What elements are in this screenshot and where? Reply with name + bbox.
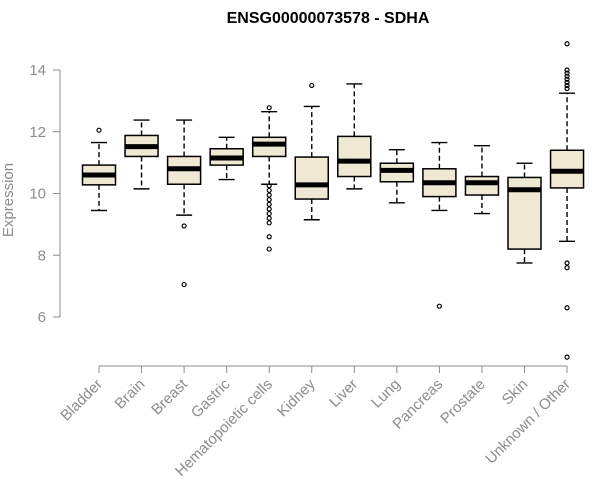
box-iqr bbox=[251, 136, 287, 158]
outlier-point bbox=[564, 260, 570, 266]
outlier-point bbox=[266, 192, 272, 198]
outlier-point bbox=[564, 73, 570, 79]
outlier-point bbox=[266, 210, 272, 217]
box-bladder bbox=[81, 127, 117, 212]
x-tick-label: Liver bbox=[326, 376, 361, 411]
outlier-point bbox=[564, 76, 570, 82]
y-tick-label: 10 bbox=[29, 186, 46, 203]
box-hematopoietic-cells bbox=[251, 105, 287, 252]
x-tick-label: Breast bbox=[148, 375, 191, 418]
boxes-group bbox=[81, 41, 585, 360]
box-skin bbox=[507, 162, 542, 264]
outlier-point bbox=[564, 82, 570, 89]
box-pancreas bbox=[422, 141, 457, 309]
outlier-point bbox=[266, 246, 272, 252]
outlier-point bbox=[266, 105, 272, 111]
outlier-point bbox=[266, 215, 272, 221]
outlier-point bbox=[181, 223, 187, 229]
outlier-point bbox=[436, 303, 442, 309]
x-tick-label: Bladder bbox=[57, 376, 106, 425]
outlier-point bbox=[266, 206, 272, 212]
box-unknown-other bbox=[549, 41, 585, 360]
box-prostate bbox=[464, 144, 500, 215]
outlier-point bbox=[96, 127, 102, 133]
box-gastric bbox=[209, 136, 244, 181]
outlier-point bbox=[266, 197, 272, 203]
outlier-point bbox=[266, 187, 272, 194]
x-tick-label: Lung bbox=[368, 376, 404, 412]
outlier-point bbox=[309, 82, 315, 89]
chart-title: ENSG00000073578 - SDHA bbox=[227, 10, 430, 27]
box-lung bbox=[379, 148, 415, 204]
outlier-point bbox=[266, 183, 272, 189]
box-iqr bbox=[464, 175, 500, 196]
box-breast bbox=[166, 119, 202, 288]
y-tick-label: 8 bbox=[38, 247, 46, 264]
outlier-point bbox=[564, 305, 570, 311]
y-axis-label: Expression bbox=[0, 163, 17, 237]
outlier-point bbox=[266, 234, 272, 240]
outlier-point bbox=[564, 354, 570, 360]
x-tick-label: Prostate bbox=[437, 376, 489, 428]
outlier-point bbox=[564, 70, 570, 76]
outlier-point bbox=[266, 201, 272, 207]
box-kidney bbox=[294, 82, 329, 221]
outlier-point bbox=[564, 265, 570, 271]
y-axis: 6 8 10 12 14 bbox=[29, 62, 61, 326]
box-iqr bbox=[337, 135, 372, 178]
box-brain bbox=[124, 119, 159, 190]
outlier-point bbox=[181, 281, 187, 288]
x-tick-label: Brain bbox=[112, 376, 149, 413]
outlier-point bbox=[564, 79, 570, 85]
box-liver bbox=[337, 83, 372, 190]
x-tick-label: Kidney bbox=[274, 375, 319, 420]
y-tick-label: 12 bbox=[29, 124, 46, 141]
outlier-point bbox=[564, 41, 570, 47]
outlier-point bbox=[564, 85, 570, 92]
outlier-point bbox=[564, 67, 570, 73]
outlier-point bbox=[266, 220, 272, 226]
box-iqr bbox=[294, 156, 329, 200]
y-tick-label: 14 bbox=[29, 62, 46, 79]
y-tick-label: 6 bbox=[38, 309, 46, 326]
x-tick-label: Skin bbox=[499, 376, 532, 409]
